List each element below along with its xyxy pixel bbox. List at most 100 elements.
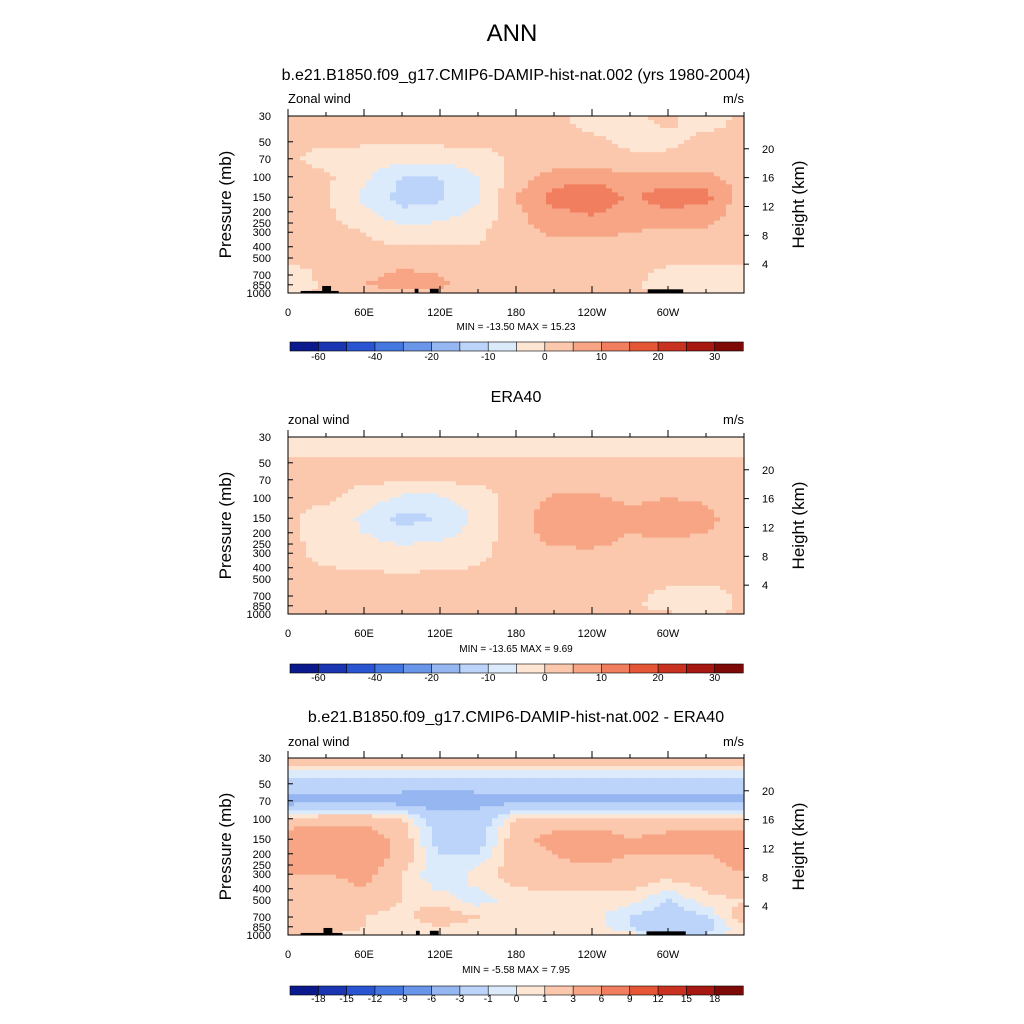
heatmap-cell	[336, 509, 343, 515]
heatmap-cell	[306, 248, 313, 254]
heatmap-cell	[480, 116, 487, 121]
heatmap-cell	[546, 232, 553, 238]
heatmap-cell	[576, 164, 583, 169]
heatmap-cell	[528, 156, 535, 161]
heatmap-cell	[306, 244, 313, 250]
heatmap-cell	[720, 124, 727, 129]
heatmap-cell	[522, 449, 529, 454]
heatmap-cell	[444, 132, 451, 137]
heatmap-cell	[534, 200, 541, 206]
heatmap-cell	[588, 493, 595, 498]
heatmap-cell	[636, 128, 643, 133]
heatmap-cell	[528, 252, 535, 258]
heatmap-cell	[348, 196, 355, 202]
heatmap-cell	[696, 200, 703, 206]
heatmap-cell	[432, 132, 439, 137]
heatmap-cell	[660, 208, 667, 214]
heatmap-cell	[516, 220, 523, 226]
heatmap-cell	[660, 136, 667, 141]
heatmap-cell	[492, 144, 499, 149]
heatmap-cell	[522, 140, 529, 145]
heatmap-cell	[636, 489, 643, 494]
heatmap-cell	[606, 196, 613, 202]
heatmap-cell	[696, 188, 703, 194]
heatmap-cell	[288, 200, 295, 206]
heatmap-cell	[378, 244, 385, 250]
heatmap-cell	[456, 188, 463, 194]
heatmap-cell	[588, 457, 595, 462]
heatmap-cell	[678, 144, 685, 149]
heatmap-cell	[642, 240, 649, 246]
heatmap-cell	[348, 284, 355, 290]
heatmap-cell	[336, 200, 343, 206]
heatmap-cell	[408, 513, 415, 519]
heatmap-cell	[618, 485, 625, 490]
heatmap-cell	[600, 441, 607, 446]
heatmap-cell	[654, 148, 661, 153]
heatmap-cell	[330, 449, 337, 454]
heatmap-cell	[294, 228, 301, 234]
heatmap-cell	[480, 260, 487, 266]
heatmap-cell	[654, 236, 661, 242]
heatmap-cell	[408, 196, 415, 202]
heatmap-cell	[696, 180, 703, 185]
heatmap-cell	[384, 485, 391, 490]
heatmap-cell	[468, 288, 475, 294]
heatmap-cell	[714, 212, 721, 218]
heatmap-cell	[576, 224, 583, 230]
heatmap-cell	[714, 272, 721, 278]
heatmap-cell	[558, 276, 565, 282]
heatmap-cell	[702, 481, 709, 486]
heatmap-cell	[672, 485, 679, 490]
heatmap-cell	[684, 124, 691, 129]
heatmap-cell	[504, 449, 511, 454]
heatmap-cell	[666, 120, 673, 125]
heatmap-cell	[432, 276, 439, 282]
heatmap-cell	[510, 128, 517, 133]
heatmap-cell	[618, 160, 625, 165]
heatmap-cell	[432, 124, 439, 129]
heatmap-cell	[588, 228, 595, 234]
heatmap-cell	[552, 437, 559, 442]
heatmap-cell	[720, 268, 727, 274]
heatmap-cell	[438, 473, 445, 478]
heatmap-cell	[438, 204, 445, 210]
colorbar-label: 20	[653, 352, 665, 363]
heatmap-cell	[678, 268, 685, 274]
heatmap-cell	[618, 449, 625, 454]
heatmap-cell	[468, 513, 475, 519]
heatmap-cell	[318, 260, 325, 266]
heatmap-cell	[522, 232, 529, 238]
heatmap-cell	[738, 485, 745, 490]
heatmap-cell	[438, 120, 445, 125]
heatmap-cell	[540, 461, 547, 466]
heatmap-cell	[378, 216, 385, 222]
heatmap-cell	[438, 505, 445, 511]
heatmap-cell	[300, 248, 307, 254]
heatmap-cell	[702, 244, 709, 250]
heatmap-cell	[312, 160, 319, 165]
heatmap-cell	[384, 268, 391, 274]
heatmap-cell	[552, 260, 559, 266]
heatmap-cell	[318, 120, 325, 125]
heatmap-cell	[372, 144, 379, 149]
heatmap-cell	[690, 128, 697, 133]
heatmap-cell	[714, 240, 721, 246]
heatmap-cell	[486, 260, 493, 266]
heatmap-cell	[330, 144, 337, 149]
heatmap-cell	[720, 445, 727, 450]
heatmap-cell	[384, 124, 391, 129]
heatmap-cell	[678, 132, 685, 137]
heatmap-cell	[324, 505, 331, 511]
heatmap-cell	[516, 128, 523, 133]
heatmap-cell	[594, 240, 601, 246]
heatmap-cell	[546, 196, 553, 202]
heatmap-cell	[552, 501, 559, 506]
heatmap-cell	[402, 437, 409, 442]
heatmap-cell	[576, 481, 583, 486]
heatmap-cell	[444, 284, 451, 290]
heatmap-cell	[606, 489, 613, 494]
heatmap-cell	[342, 168, 349, 173]
heatmap-cell	[582, 256, 589, 262]
heatmap-cell	[456, 501, 463, 506]
